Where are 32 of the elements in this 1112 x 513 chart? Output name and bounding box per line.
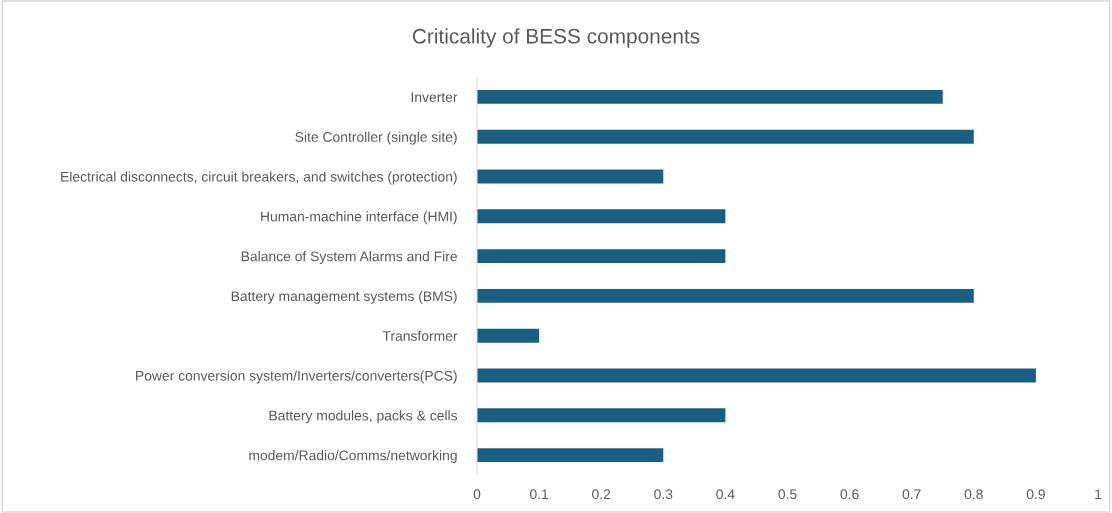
chart-title: Criticality of BESS components (412, 28, 700, 48)
y-tick-label: Human-machine interface (HMI) (261, 211, 457, 225)
x-tick-label: 0.1 (529, 489, 549, 500)
x-tick-label: 0.4 (716, 489, 735, 500)
y-tick-label: modem/Radio/Comms/networking (249, 450, 457, 464)
bar (477, 448, 664, 463)
bar (477, 288, 974, 303)
x-tick-label: 1 (1095, 489, 1102, 499)
y-tick-label: Electrical disconnects, circuit breakers, and switches (protection) (61, 171, 457, 185)
y-tick-label: Transformer (382, 330, 458, 341)
bar (477, 209, 726, 224)
y-tick-label: Balance of System Alarms and Fire (241, 251, 457, 265)
x-tick-label: 0.2 (592, 489, 611, 500)
x-tick-label: 0.8 (964, 489, 983, 500)
bar (477, 328, 540, 343)
x-tick-label: 0.5 (778, 489, 797, 500)
bar (477, 249, 726, 264)
bar (477, 408, 726, 423)
x-tick-label: 0.6 (840, 489, 859, 500)
bar (477, 89, 943, 104)
y-tick-label: Inverter (411, 92, 458, 103)
x-tick-label: 0.9 (1026, 489, 1045, 500)
bar (477, 368, 1036, 383)
x-tick-label: 0 (473, 489, 481, 500)
bar (477, 169, 664, 184)
y-tick-label: Power conversion system/Inverters/converters(PCS) (136, 370, 457, 384)
y-tick-label: Battery modules, packs & cells (269, 410, 458, 424)
y-tick-label: Site Controller (single site) (295, 131, 457, 145)
x-tick-label: 0.7 (902, 489, 921, 500)
bar (477, 129, 974, 144)
x-tick-label: 0.3 (654, 489, 673, 500)
y-tick-label: Battery management systems (BMS) (231, 290, 457, 304)
